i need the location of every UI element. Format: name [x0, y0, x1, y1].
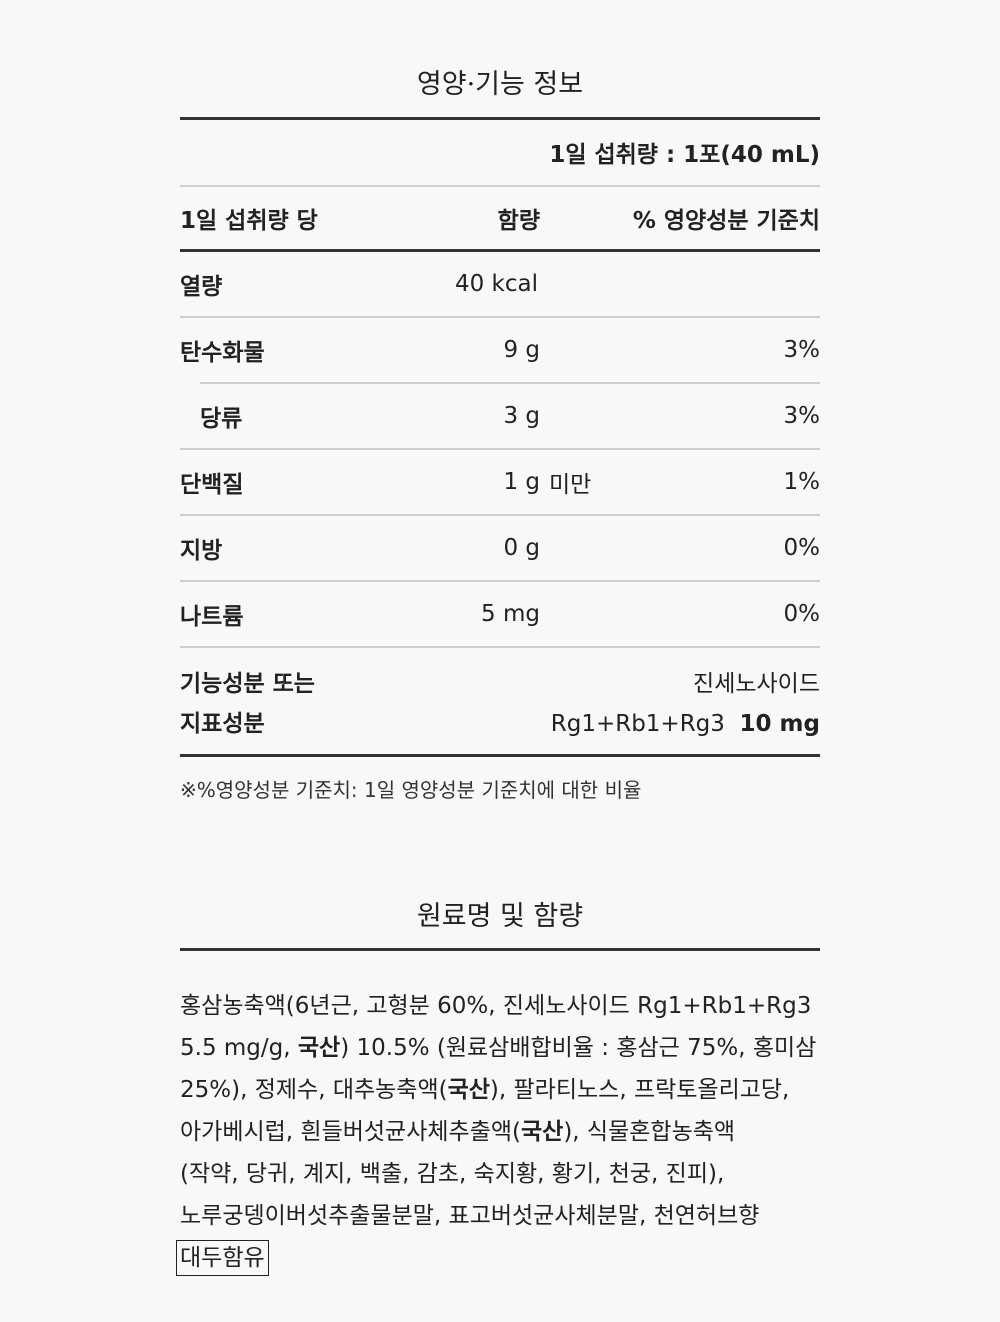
ingredient-text: 25%), 정제수, 대추농축액( — [180, 1077, 448, 1103]
divider — [180, 580, 820, 582]
ingredient-text: 노루궁뎅이버섯추출물분말, 표고버섯균사체분말, 천연허브향 — [180, 1203, 760, 1229]
table-header: 1일 섭취량 당 함량 % 영양성분 기준치 — [180, 200, 820, 236]
nutrient-row: 당류 3 g 3% — [180, 383, 820, 449]
nutrient-amount: 1 g — [503, 469, 540, 495]
divider — [180, 514, 820, 516]
ingredient-text: 5.5 mg/g, — [180, 1035, 298, 1061]
nutrient-amount-suffix: 미만 — [549, 472, 592, 498]
header-amount: 함량 — [497, 208, 540, 234]
divider — [180, 754, 820, 757]
allergen-badge: 대두함유 — [176, 1240, 269, 1276]
ingredient-text: ), 식물혼합농축액 — [563, 1119, 736, 1145]
nutrient-dv: 1% — [783, 469, 821, 495]
nutrient-row: 열량 40 kcal — [180, 251, 820, 317]
nutrient-name: 당류 — [200, 406, 243, 432]
divider — [180, 646, 820, 648]
origin-label: 국산 — [521, 1119, 564, 1145]
ingredient-text: ) 10.5% (원료삼배합비율 : 홍삼근 75%, 홍미삼 — [340, 1035, 817, 1061]
origin-label: 국산 — [447, 1077, 490, 1103]
nutrient-row: 단백질 1 g 미만 1% — [180, 449, 820, 515]
nutrient-dv: 0% — [783, 601, 821, 627]
ingredients-text: 홍삼농축액(6년근, 고형분 60%, 진세노사이드 Rg1+Rb1+Rg3 5.… — [176, 985, 830, 1279]
nutrient-row: 지방 0 g 0% — [180, 515, 820, 581]
ingredient-line: 5.5 mg/g, 국산) 10.5% (원료삼배합비율 : 홍삼근 75%, … — [180, 1027, 830, 1069]
nutrient-amount: 5 mg — [481, 601, 540, 627]
nutrient-amount: 40 kcal — [454, 271, 538, 297]
ingredient-line: 25%), 정제수, 대추농축액(국산), 팔라티노스, 프락토올리고당, — [180, 1069, 830, 1111]
nutrient-name: 나트륨 — [180, 604, 244, 630]
ingredient-text: ), 팔라티노스, 프락토올리고당, — [489, 1077, 790, 1103]
divider — [180, 316, 820, 318]
functional-label: 기능성분 또는 지표성분 — [180, 671, 315, 737]
nutrient-dv: 0% — [783, 535, 821, 561]
divider — [180, 185, 820, 187]
divider — [180, 117, 820, 120]
serving-size: 1일 섭취량 : 1포(40 mL) — [549, 142, 820, 168]
ingredient-text: 홍삼농축액(6년근, 고형분 60%, 진세노사이드 Rg1+Rb1+Rg3 — [180, 993, 812, 1019]
nutrient-dv: 3% — [783, 403, 821, 429]
divider — [180, 249, 820, 252]
nutrient-name: 탄수화물 — [180, 340, 265, 366]
ingredient-text: (작약, 당귀, 계지, 백출, 감초, 숙지황, 황기, 천궁, 진피), — [180, 1161, 725, 1187]
header-dv: % 영양성분 기준치 — [632, 208, 820, 234]
nutrient-name: 단백질 — [180, 472, 244, 498]
divider — [180, 448, 820, 450]
ingredient-line: 홍삼농축액(6년근, 고형분 60%, 진세노사이드 Rg1+Rb1+Rg3 — [180, 985, 830, 1027]
nutrient-name: 지방 — [180, 538, 223, 564]
nutrient-dv: 3% — [783, 337, 821, 363]
divider — [200, 382, 820, 384]
ingredient-line: 노루궁뎅이버섯추출물분말, 표고버섯균사체분말, 천연허브향 — [180, 1195, 830, 1237]
footnote: ※%영양성분 기준치: 1일 영양성분 기준치에 대한 비율 — [180, 778, 642, 802]
nutrition-title: 영양·기능 정보 — [416, 69, 584, 100]
origin-label: 국산 — [297, 1035, 341, 1061]
header-per: 1일 섭취량 당 — [180, 208, 318, 234]
functional-value: 진세노사이드 Rg1+Rb1+Rg3 10 mg — [550, 671, 820, 737]
nutrient-amount: 0 g — [503, 535, 540, 561]
ingredient-line: 아가베시럽, 흰들버섯균사체추출액(국산), 식물혼합농축액 — [180, 1111, 830, 1153]
nutrient-amount: 9 g — [503, 337, 540, 363]
nutrient-row: 나트륨 5 mg 0% — [180, 581, 820, 647]
nutrient-name: 열량 — [180, 274, 223, 300]
ingredient-text: 아가베시럽, 흰들버섯균사체추출액( — [180, 1119, 521, 1145]
ingredients-title: 원료명 및 함량 — [416, 901, 584, 932]
functional-row: 기능성분 또는 지표성분 진세노사이드 Rg1+Rb1+Rg3 10 mg — [180, 664, 820, 744]
ingredient-line: (작약, 당귀, 계지, 백출, 감초, 숙지황, 황기, 천궁, 진피), — [180, 1153, 830, 1195]
nutrient-amount: 3 g — [503, 403, 540, 429]
divider — [180, 948, 820, 951]
nutrient-row: 탄수화물 9 g 3% — [180, 317, 820, 383]
